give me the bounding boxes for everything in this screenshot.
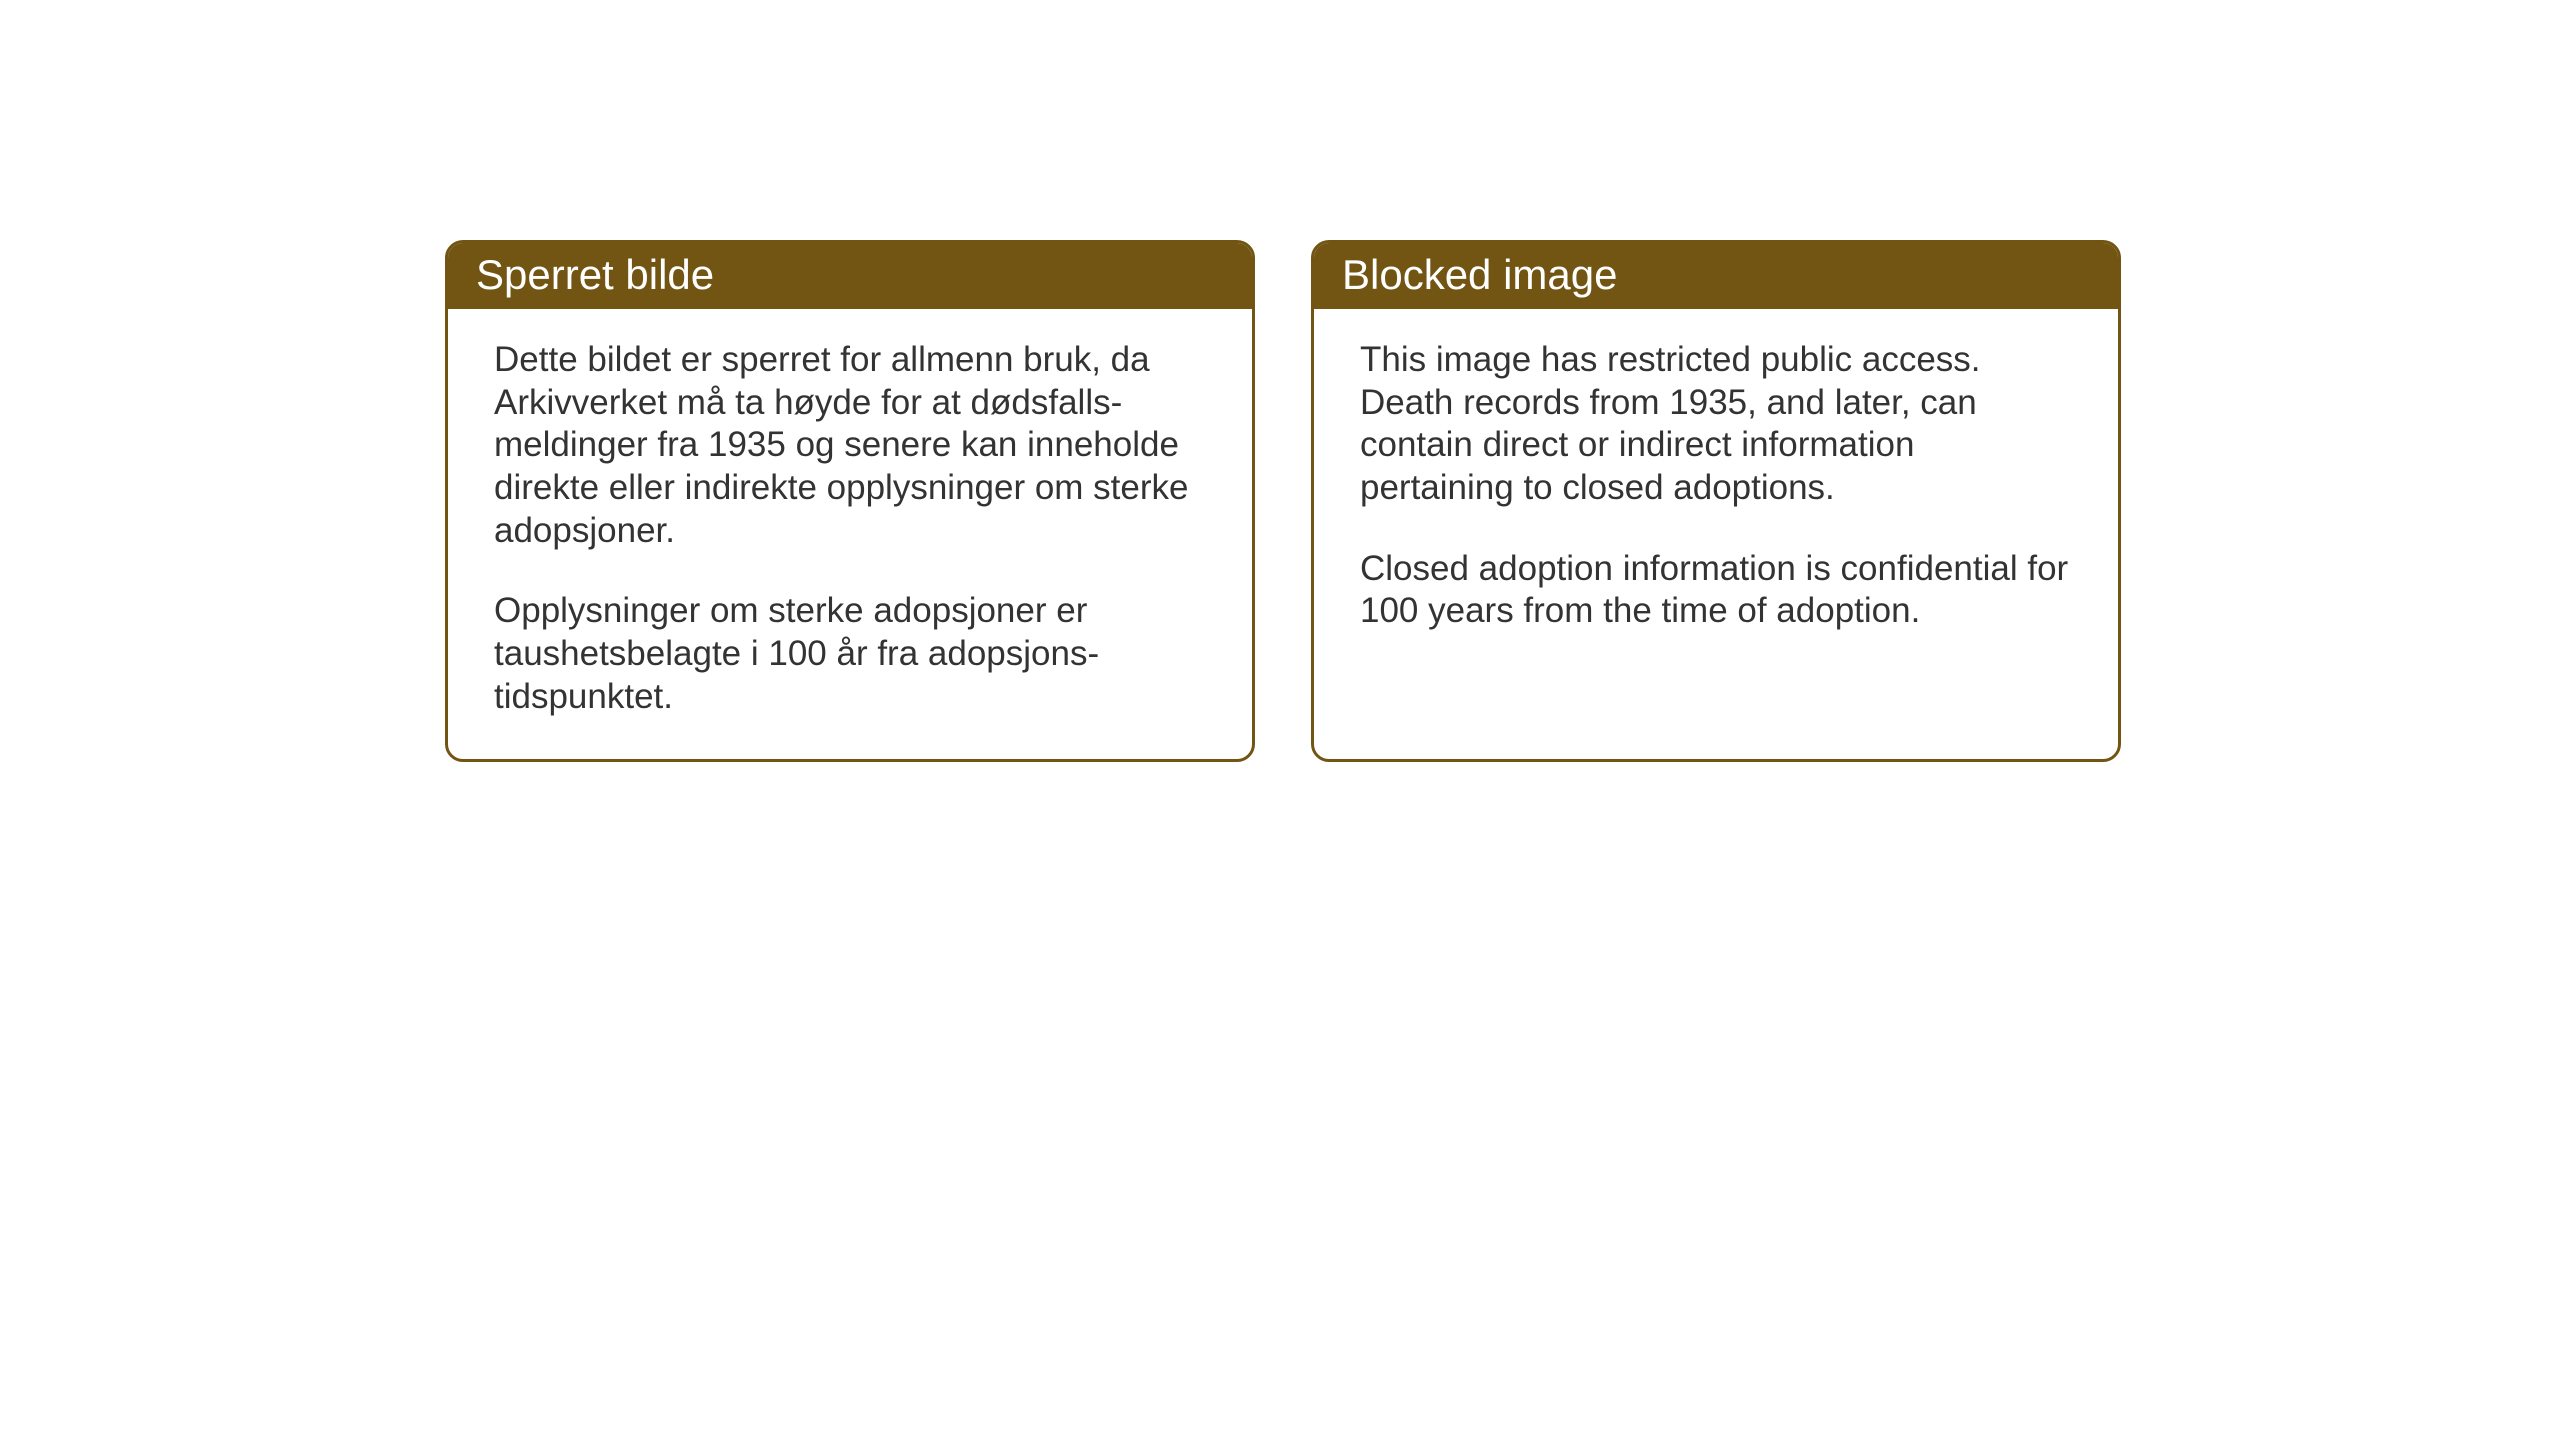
cards-container: Sperret bilde Dette bildet er sperret fo…	[445, 240, 2121, 762]
english-card-title: Blocked image	[1342, 251, 1617, 298]
norwegian-card-body: Dette bildet er sperret for allmenn bruk…	[448, 309, 1252, 759]
norwegian-paragraph-2: Opplysninger om sterke adopsjoner er tau…	[494, 590, 1206, 718]
norwegian-card-header: Sperret bilde	[448, 243, 1252, 309]
norwegian-card-title: Sperret bilde	[476, 251, 714, 298]
norwegian-card: Sperret bilde Dette bildet er sperret fo…	[445, 240, 1255, 762]
english-card-header: Blocked image	[1314, 243, 2118, 309]
english-card-body: This image has restricted public access.…	[1314, 309, 2118, 673]
english-paragraph-2: Closed adoption information is confident…	[1360, 548, 2072, 633]
norwegian-paragraph-1: Dette bildet er sperret for allmenn bruk…	[494, 339, 1206, 552]
english-paragraph-1: This image has restricted public access.…	[1360, 339, 2072, 510]
english-card: Blocked image This image has restricted …	[1311, 240, 2121, 762]
